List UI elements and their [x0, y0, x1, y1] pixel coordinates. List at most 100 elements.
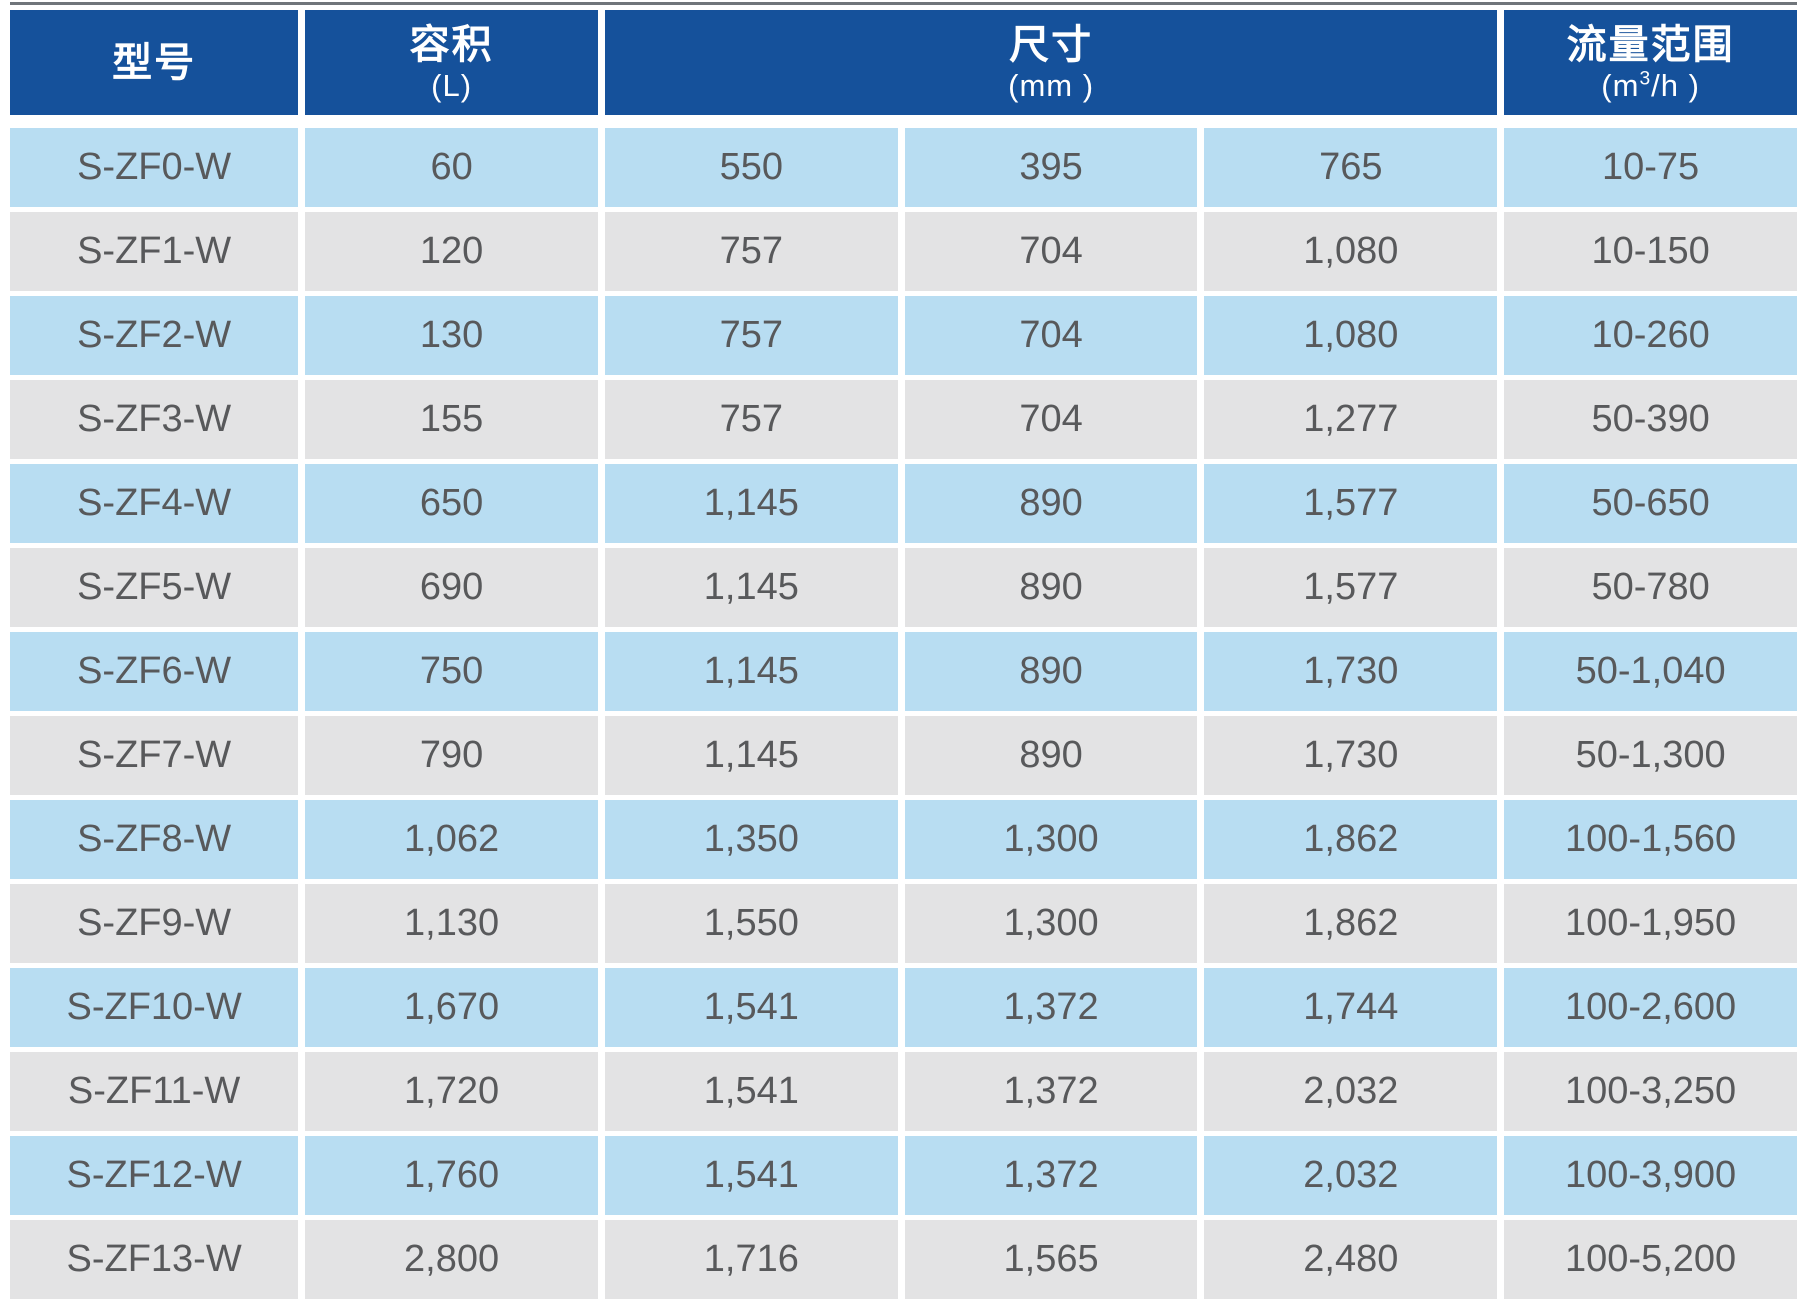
cell-model: S-ZF4-W [10, 464, 299, 543]
header-row: 型号 容积 (L) 尺寸 (mm ) 流量范围 (m3/h ) [10, 10, 1797, 123]
header-title: 流量范围 [1566, 23, 1735, 68]
cell-dimension-3: 1,577 [1204, 464, 1498, 543]
cell-model: S-ZF8-W [10, 800, 299, 879]
cell-model: S-ZF9-W [10, 884, 299, 963]
cell-flow-range: 10-260 [1504, 296, 1797, 375]
cell-dimension-3: 1,080 [1204, 212, 1498, 291]
table-row: S-ZF2-W 130 757 704 1,080 10-260 [10, 296, 1797, 375]
table-row: S-ZF0-W 60 550 395 765 10-75 [10, 128, 1797, 207]
cell-dimension-3: 1,862 [1204, 884, 1498, 963]
cell-model: S-ZF1-W [10, 212, 299, 291]
cell-volume: 1,062 [305, 800, 598, 879]
cell-dimension-1: 1,350 [604, 800, 898, 879]
cell-volume: 690 [305, 548, 598, 627]
cell-model: S-ZF5-W [10, 548, 299, 627]
col-header-dimensions: 尺寸 (mm ) [604, 10, 1498, 123]
flow-unit-suffix: /h ) [1651, 68, 1700, 104]
cell-volume: 155 [305, 380, 598, 459]
table-row: S-ZF9-W 1,130 1,550 1,300 1,862 100-1,95… [10, 884, 1797, 963]
cell-model: S-ZF6-W [10, 632, 299, 711]
cell-dimension-2: 1,300 [904, 884, 1198, 963]
cell-dimension-1: 1,145 [604, 632, 898, 711]
cell-dimension-1: 1,145 [604, 716, 898, 795]
cell-flow-range: 10-75 [1504, 128, 1797, 207]
cell-flow-range: 100-1,560 [1504, 800, 1797, 879]
cell-dimension-1: 757 [604, 212, 898, 291]
cell-volume: 60 [305, 128, 598, 207]
cell-dimension-1: 757 [604, 296, 898, 375]
cell-dimension-2: 1,300 [904, 800, 1198, 879]
cell-dimension-2: 1,372 [904, 1052, 1198, 1131]
cell-model: S-ZF11-W [10, 1052, 299, 1131]
table-row: S-ZF6-W 750 1,145 890 1,730 50-1,040 [10, 632, 1797, 711]
cell-flow-range: 100-2,600 [1504, 968, 1797, 1047]
top-edge-line [10, 2, 1797, 5]
cell-dimension-2: 1,372 [904, 1136, 1198, 1215]
cell-volume: 650 [305, 464, 598, 543]
cell-volume: 1,720 [305, 1052, 598, 1131]
flow-unit-superscript: 3 [1639, 69, 1652, 91]
cell-volume: 120 [305, 212, 598, 291]
cell-dimension-1: 1,550 [604, 884, 898, 963]
cell-flow-range: 50-780 [1504, 548, 1797, 627]
cell-dimension-2: 890 [904, 548, 1198, 627]
cell-dimension-3: 2,032 [1204, 1052, 1498, 1131]
cell-dimension-3: 2,032 [1204, 1136, 1498, 1215]
table-row: S-ZF8-W 1,062 1,350 1,300 1,862 100-1,56… [10, 800, 1797, 879]
cell-model: S-ZF10-W [10, 968, 299, 1047]
table-body: S-ZF0-W 60 550 395 765 10-75 S-ZF1-W 120… [10, 128, 1797, 1299]
cell-flow-range: 10-150 [1504, 212, 1797, 291]
cell-dimension-2: 395 [904, 128, 1198, 207]
header-title: 型号 [112, 40, 197, 85]
cell-dimension-1: 1,541 [604, 1052, 898, 1131]
col-header-model: 型号 [10, 10, 299, 123]
table-row: S-ZF12-W 1,760 1,541 1,372 2,032 100-3,9… [10, 1136, 1797, 1215]
cell-dimension-3: 1,744 [1204, 968, 1498, 1047]
cell-volume: 2,800 [305, 1220, 598, 1299]
cell-dimension-3: 1,730 [1204, 632, 1498, 711]
cell-dimension-3: 1,577 [1204, 548, 1498, 627]
cell-dimension-2: 1,565 [904, 1220, 1198, 1299]
cell-dimension-2: 890 [904, 632, 1198, 711]
table-row: S-ZF10-W 1,670 1,541 1,372 1,744 100-2,6… [10, 968, 1797, 1047]
spec-table: 型号 容积 (L) 尺寸 (mm ) 流量范围 (m3/h ) S-ZF0-W … [3, 5, 1804, 1304]
cell-volume: 750 [305, 632, 598, 711]
cell-dimension-3: 1,730 [1204, 716, 1498, 795]
cell-dimension-3: 2,480 [1204, 1220, 1498, 1299]
cell-flow-range: 100-1,950 [1504, 884, 1797, 963]
table-row: S-ZF3-W 155 757 704 1,277 50-390 [10, 380, 1797, 459]
cell-dimension-3: 765 [1204, 128, 1498, 207]
cell-volume: 1,760 [305, 1136, 598, 1215]
table-row: S-ZF13-W 2,800 1,716 1,565 2,480 100-5,2… [10, 1220, 1797, 1299]
table-row: S-ZF4-W 650 1,145 890 1,577 50-650 [10, 464, 1797, 543]
cell-model: S-ZF7-W [10, 716, 299, 795]
cell-dimension-1: 1,716 [604, 1220, 898, 1299]
cell-dimension-2: 704 [904, 380, 1198, 459]
cell-flow-range: 50-650 [1504, 464, 1797, 543]
col-header-flow: 流量范围 (m3/h ) [1504, 10, 1797, 123]
cell-volume: 1,670 [305, 968, 598, 1047]
cell-dimension-1: 550 [604, 128, 898, 207]
cell-flow-range: 100-3,250 [1504, 1052, 1797, 1131]
header-title: 容积 [409, 23, 494, 68]
col-header-volume: 容积 (L) [305, 10, 598, 123]
cell-flow-range: 100-5,200 [1504, 1220, 1797, 1299]
cell-dimension-1: 1,145 [604, 548, 898, 627]
cell-dimension-3: 1,080 [1204, 296, 1498, 375]
flow-unit-prefix: (m [1601, 68, 1640, 104]
cell-dimension-2: 890 [904, 464, 1198, 543]
cell-model: S-ZF0-W [10, 128, 299, 207]
cell-model: S-ZF2-W [10, 296, 299, 375]
cell-dimension-2: 704 [904, 212, 1198, 291]
cell-dimension-1: 1,145 [604, 464, 898, 543]
cell-flow-range: 50-1,040 [1504, 632, 1797, 711]
cell-volume: 1,130 [305, 884, 598, 963]
header-unit: (mm ) [1008, 68, 1095, 104]
cell-dimension-1: 757 [604, 380, 898, 459]
cell-flow-range: 50-1,300 [1504, 716, 1797, 795]
cell-model: S-ZF13-W [10, 1220, 299, 1299]
header-unit: (m3/h ) [1504, 69, 1797, 103]
table-row: S-ZF1-W 120 757 704 1,080 10-150 [10, 212, 1797, 291]
cell-dimension-2: 1,372 [904, 968, 1198, 1047]
